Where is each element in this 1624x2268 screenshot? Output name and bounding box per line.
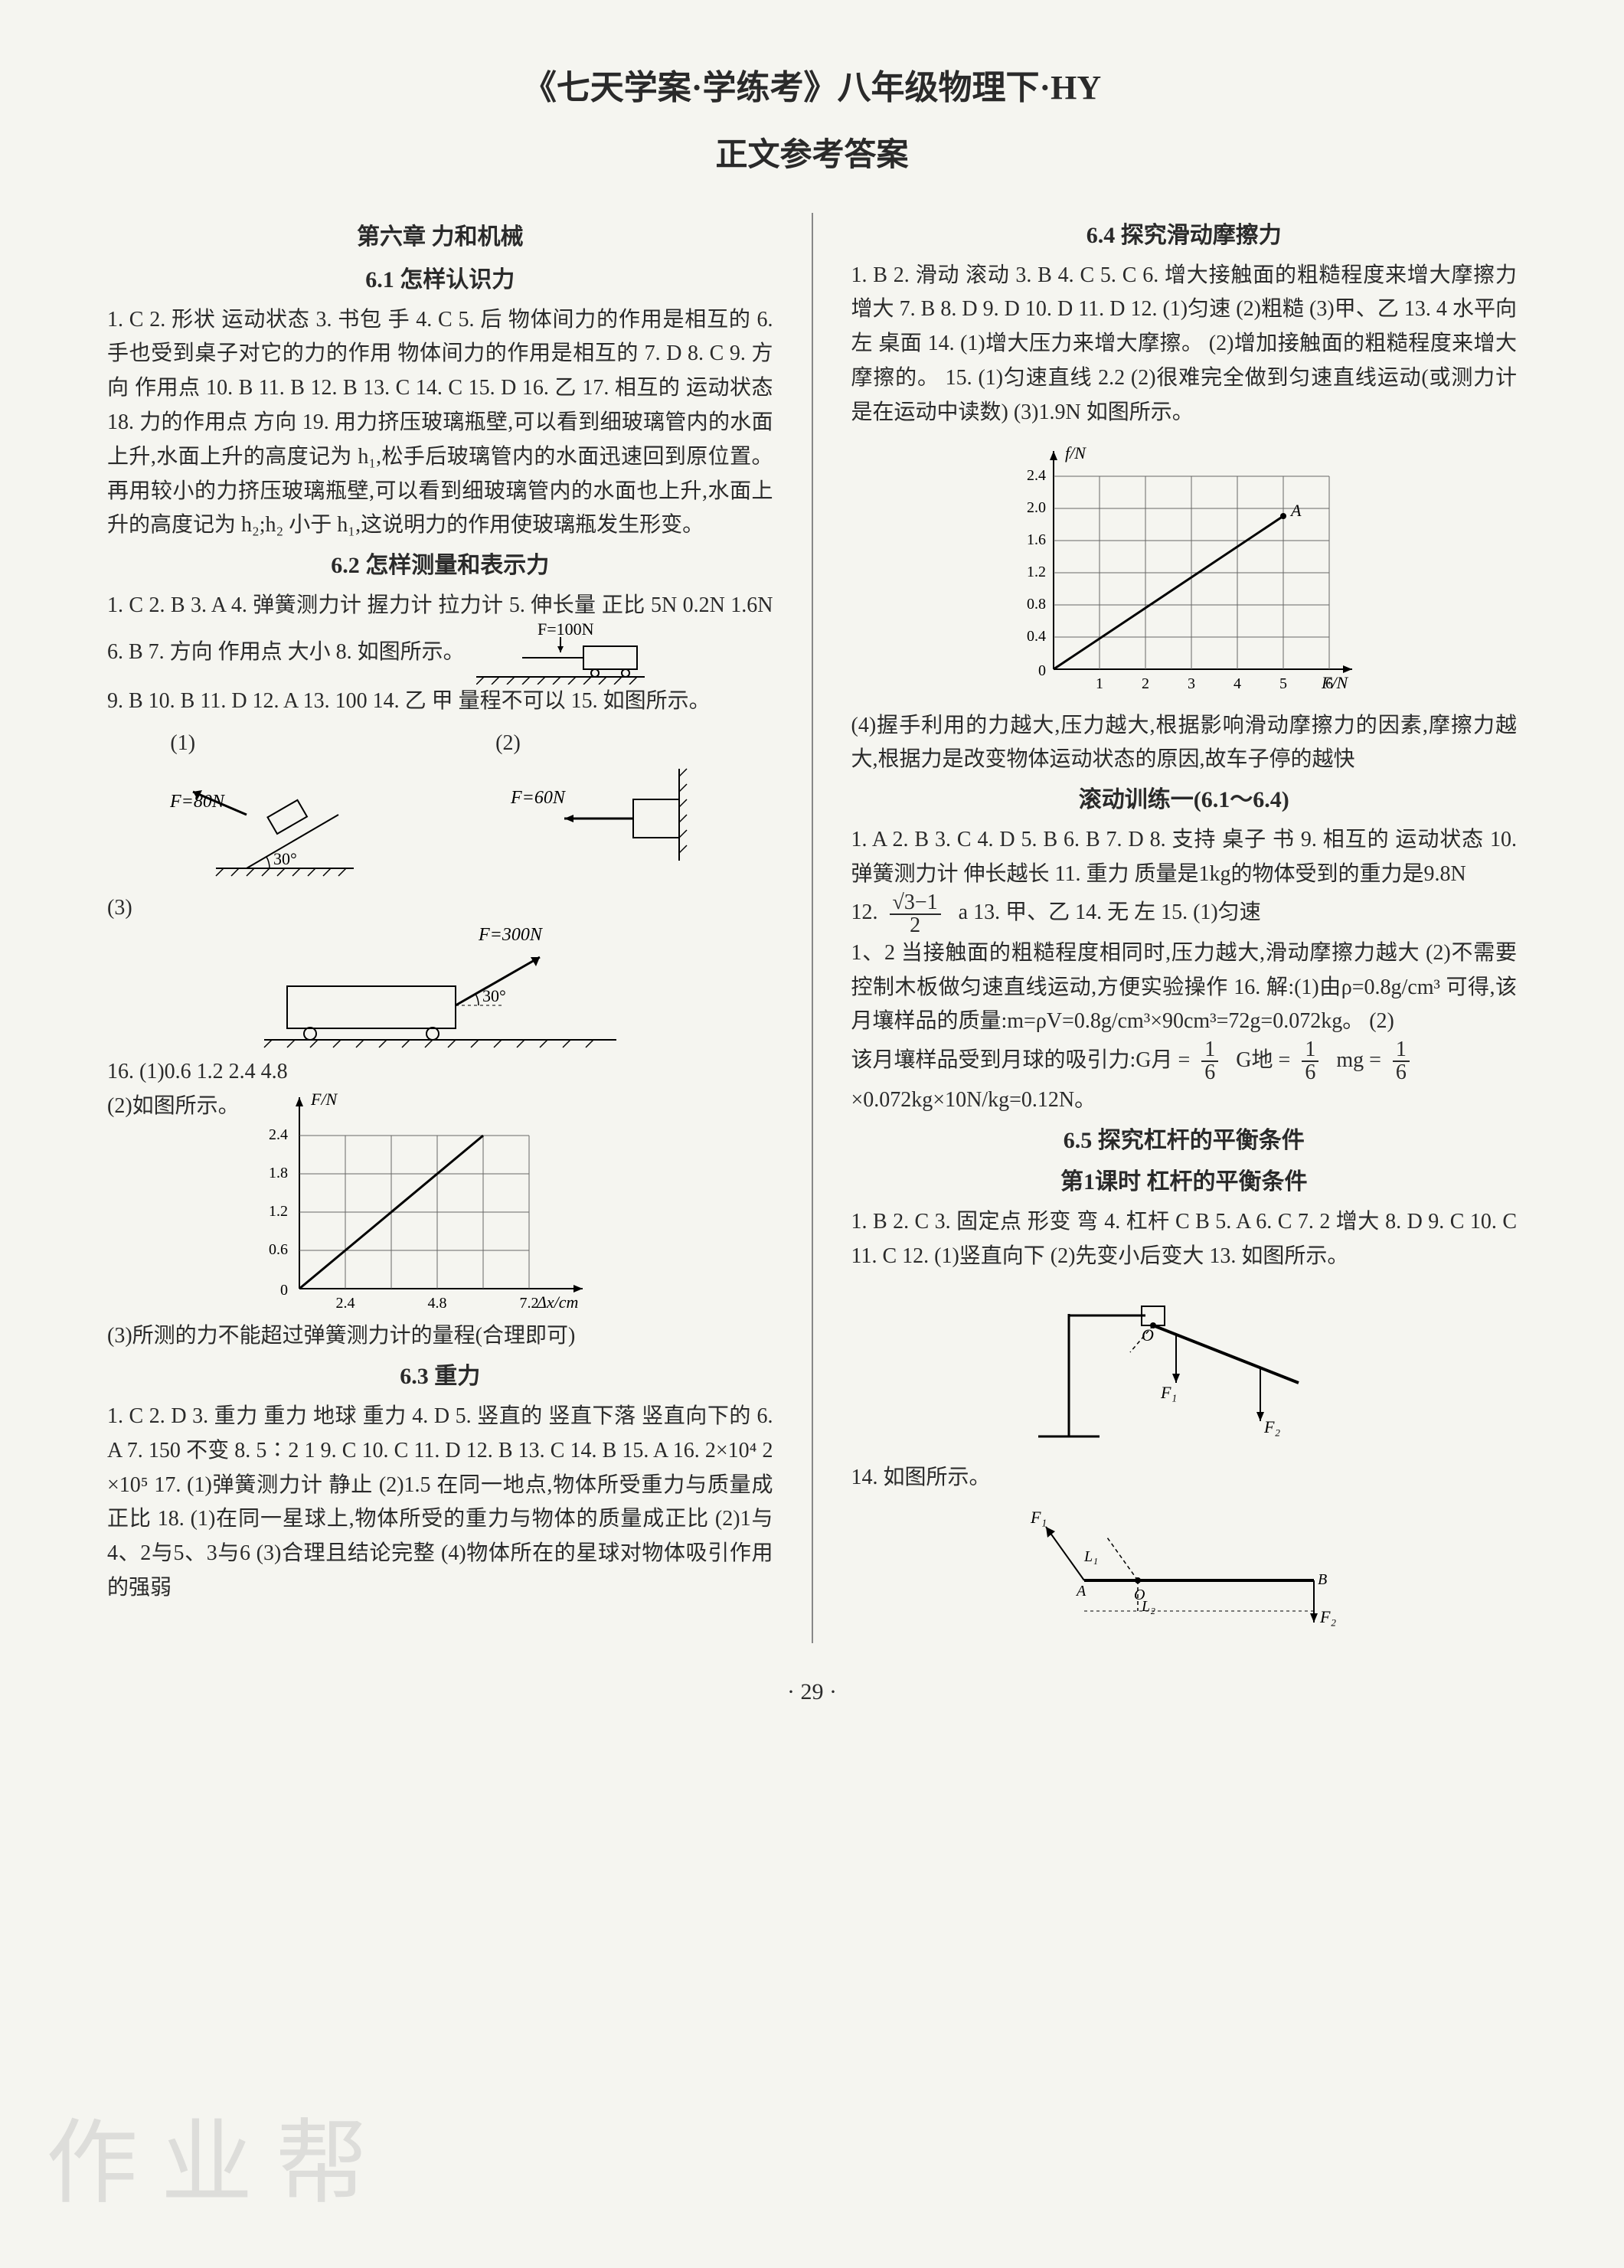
fraction-icon: 16 [1201,1039,1224,1083]
column-divider [812,213,813,1644]
svg-text:0.6: 0.6 [269,1241,288,1258]
rolling-answers-3: 1、2 当接触面的粗糙程度相同时,压力越大,滑动摩擦力越大 (2)不需要控制木板… [851,936,1518,1039]
point-a-label: A [1289,501,1302,520]
section-6-3-answers: 1. C 2. D 3. 重力 重力 地球 重力 4. D 5. 竖直的 竖直下… [107,1400,773,1606]
fraction-icon: 16 [1393,1039,1416,1083]
diagrams-1-2: (1) F=80N [107,727,773,884]
section-6-1-title: 6.1 怎样认识力 [107,262,773,299]
svg-text:0: 0 [1038,662,1046,679]
svg-text:1.2: 1.2 [269,1203,288,1220]
section-6-2-answers-1: 1. C 2. B 3. A 4. 弹簧测力计 握力计 拉力计 5. 伸长量 正… [107,589,773,685]
d1-angle: 30° [273,849,297,868]
chart-6-4: f/N F/N 0 0.4 0.8 1.2 1.6 2.0 2.4 1 [851,440,1518,700]
svg-text:2: 2 [1142,675,1149,692]
diagram-2-label: (2) [495,727,710,761]
rolling-answers-5: ×0.072kg×10N/kg=0.12N。 [851,1083,1518,1118]
lever-diagram-14: A B F₁ O L₁ L₂ F₂ [851,1504,1518,1634]
svg-text:1.2: 1.2 [1027,564,1046,580]
force-100n-diagram: F=100N [476,623,645,685]
svg-text:1.6: 1.6 [1027,531,1046,548]
d14-l2: L₂ [1141,1598,1155,1615]
section-6-2-answers-5: (3)所测的力不能超过弹簧测力计的量程(合理即可) [107,1319,773,1354]
svg-text:4.8: 4.8 [427,1295,446,1312]
sec62-a1-text: 1. C 2. B 3. A 4. 弹簧测力计 握力计 拉力计 5. 伸长量 正… [107,593,773,664]
section-6-5-title: 6.5 探究杠杆的平衡条件 [851,1123,1518,1159]
right-column: 6.4 探究滑动摩擦力 1. B 2. 滑动 滚动 3. B 4. C 5. C… [851,213,1518,1644]
section-6-5-sub: 第1课时 杠杆的平衡条件 [851,1164,1518,1201]
chart64-ylabel: f/N [1065,443,1086,462]
section-6-3-title: 6.3 重力 [107,1358,773,1395]
section-6-4-title: 6.4 探究滑动摩擦力 [851,217,1518,254]
diagram-1: (1) F=80N [170,727,369,884]
svg-text:1: 1 [1096,675,1103,692]
content-columns: 第六章 力和机械 6.1 怎样认识力 1. C 2. 形状 运动状态 3. 书包… [107,213,1517,1644]
a12-post: a 13. 甲、乙 14. 无 左 15. (1)匀速 [959,900,1261,924]
svg-text:0.8: 0.8 [1027,596,1046,613]
section-6-2-answers-3: 16. (1)0.6 1.2 2.4 4.8 [107,1055,773,1090]
left-column: 第六章 力和机械 6.1 怎样认识力 1. C 2. 形状 运动状态 3. 书包… [107,213,773,1644]
lever-diagram-13: O F₁ F₂ [851,1283,1518,1452]
fraction-icon: √3−1 2 [890,892,947,936]
frac-num: √3−1 [890,892,941,915]
chart62-xlabel: Δx/cm [536,1292,578,1312]
svg-text:6: 6 [1325,675,1333,692]
d1-force-label: F=80N [170,792,226,812]
diagram-2: (2) F=60N [495,727,710,884]
diagram-chart-row: (2)如图所示。 F/N Δx/cm 0 [107,1090,773,1319]
svg-text:4: 4 [1234,675,1241,692]
svg-text:B: B [1318,1571,1327,1588]
svg-text:3: 3 [1188,675,1195,692]
d2-force-label: F=60N [510,788,567,808]
section-6-1-answers: 1. C 2. 形状 运动状态 3. 书包 手 4. C 5. 后 物体间力的作… [107,303,773,544]
force-label: F=100N [538,623,594,639]
d3-force-label: F=300N [478,925,544,945]
diagram-3: (3) F=300N [107,891,773,1056]
d14-f2: F₂ [1319,1607,1336,1626]
svg-text:0: 0 [280,1282,288,1299]
d3-angle: 30° [482,986,506,1005]
section-6-5-answers-1: 1. B 2. C 3. 固定点 形变 弯 4. 杠杆 C B 5. A 6. … [851,1205,1518,1274]
section-6-2-answers-2: 9. B 10. B 11. D 12. A 13. 100 14. 乙 甲 量… [107,685,773,719]
rolling-answers-1: 1. A 2. B 3. C 4. D 5. B 6. B 7. D 8. 支持… [851,823,1518,892]
rolling-answers-4: 该月壤样品受到月球的吸引力:G月 = 16 G地 = 16 mg = 16 [851,1039,1518,1083]
svg-text:5: 5 [1279,675,1287,692]
svg-text:A: A [1075,1583,1086,1600]
lever-o-label: O [1142,1325,1154,1345]
lever-f1-label: F₁ [1160,1383,1177,1402]
frac-den: 2 [890,915,941,936]
diagram-1-label: (1) [170,727,369,761]
diagram-3-label: (3) [107,891,773,926]
lever-f2-label: F₂ [1263,1417,1280,1436]
d14-f1: F₁ [1030,1508,1047,1527]
svg-text:7.2: 7.2 [519,1295,538,1312]
page-number: · 29 · [107,1674,1517,1711]
rolling-answers-12: 12. √3−1 2 a 13. 甲、乙 14. 无 左 15. (1)匀速 [851,892,1518,936]
section-6-4-answers-1: 1. B 2. 滑动 滚动 3. B 4. C 5. C 6. 增大接触面的粗糙… [851,259,1518,430]
d14-l1: L₁ [1083,1548,1098,1565]
a4-mid1: G地 = [1236,1048,1296,1072]
fraction-icon: 16 [1302,1039,1325,1083]
chart-6-2: F/N Δx/cm 0 0.6 1.2 1.8 2.4 2.4 4 [246,1090,598,1319]
a12-pre: 12. [851,900,884,924]
a4-mid2: mg = [1336,1048,1387,1072]
a4-pre: 该月壤样品受到月球的吸引力:G月 = [851,1048,1196,1072]
svg-text:1.8: 1.8 [269,1165,288,1181]
page-title: 《七天学案·学练考》八年级物理下·HY [107,61,1517,115]
svg-text:2.0: 2.0 [1027,499,1046,516]
sec62-a4: (2)如图所示。 [107,1090,240,1124]
rolling-title: 滚动训练一(6.1～6.4) [851,782,1518,819]
svg-text:2.4: 2.4 [1027,467,1046,484]
section-6-5-answers-2: 14. 如图所示。 [851,1461,1518,1495]
section-6-2-title: 6.2 怎样测量和表示力 [107,547,773,584]
chart62-ylabel: F/N [310,1090,338,1109]
svg-text:2.4: 2.4 [269,1126,288,1143]
section-6-4-answers-2: (4)握手利用的力越大,压力越大,根据影响滑动摩擦力的因素,摩擦力越大,根据力是… [851,709,1518,778]
svg-text:2.4: 2.4 [335,1295,355,1312]
chapter-title: 第六章 力和机械 [107,219,773,256]
watermark: 作业帮 [46,2090,390,2237]
svg-text:0.4: 0.4 [1027,628,1046,645]
page-subtitle: 正文参考答案 [107,130,1517,181]
